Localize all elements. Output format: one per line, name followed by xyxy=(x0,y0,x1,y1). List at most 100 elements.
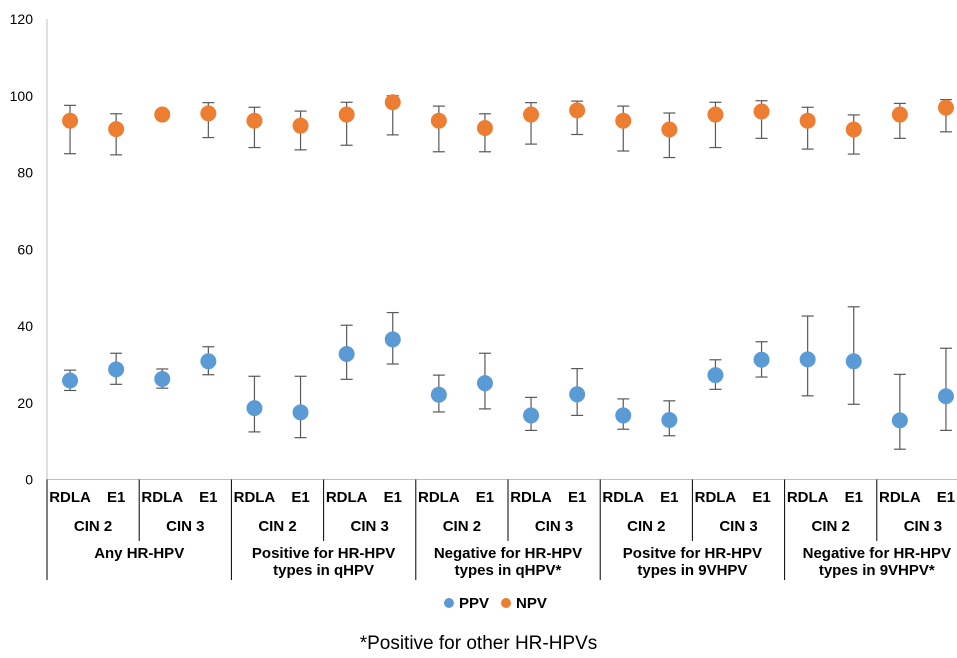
legend-label-npv: NPV xyxy=(516,595,547,612)
x-tick-label: E1 xyxy=(476,489,494,506)
x-group-label: CIN 2 xyxy=(443,518,481,535)
x-tick-label: E1 xyxy=(107,489,125,506)
x-category-label: Negative for HR-HPV types in 9VHPV* xyxy=(803,545,951,579)
y-tick-label: 60 xyxy=(17,241,33,257)
x-category-label: Negative for HR-HPV types in qHPV* xyxy=(434,545,582,579)
x-category-label-line: Positive for HR-HPV xyxy=(252,545,395,562)
data-points xyxy=(62,94,954,429)
x-tick-label: E1 xyxy=(845,489,863,506)
ppv-point xyxy=(569,386,586,403)
ppv-point xyxy=(62,372,79,389)
ppv-point xyxy=(661,412,678,429)
npv-point xyxy=(384,94,401,111)
x-tick-label: RDLA xyxy=(418,489,460,506)
npv-point xyxy=(891,106,908,123)
x-tick-label: RDLA xyxy=(602,489,644,506)
ppv-point xyxy=(200,353,217,370)
x-tick-label: RDLA xyxy=(141,489,183,506)
x-category-label-line: Positve for HR-HPV xyxy=(623,545,762,562)
x-axis-categories: RDLA E1 RDLA E1 RDLA E1 RDLA E1 RDLA E1 RDLA E1 RDLA… xyxy=(46,479,955,580)
ppv-point xyxy=(753,351,770,368)
x-tick-label: RDLA xyxy=(234,489,276,506)
ppv-point xyxy=(523,407,540,424)
x-category-label-line: Any HR-HPV xyxy=(94,545,184,562)
ppv-point xyxy=(154,370,171,387)
ppv-point xyxy=(384,331,401,348)
x-category-label-line: types in 9VHPV xyxy=(637,562,747,579)
x-tick-label: RDLA xyxy=(879,489,921,506)
x-category-label-line: Negative for HR-HPV xyxy=(803,545,951,562)
x-tick-label: E1 xyxy=(568,489,586,506)
x-category-label-line: Negative for HR-HPV xyxy=(434,545,582,562)
npv-point xyxy=(937,99,954,116)
x-tick-label: E1 xyxy=(291,489,309,506)
legend-marker-npv xyxy=(501,598,511,608)
npv-point xyxy=(661,121,678,138)
x-tick-label: E1 xyxy=(199,489,217,506)
ppv-point xyxy=(891,412,908,429)
ppv-point xyxy=(937,388,954,405)
y-tick-label: 80 xyxy=(17,165,33,181)
x-group-label: CIN 3 xyxy=(904,518,942,535)
x-group-label: CIN 2 xyxy=(258,518,296,535)
y-tick-label: 20 xyxy=(17,395,33,411)
x-category-label-line: types in qHPV* xyxy=(455,562,562,579)
ppv-point xyxy=(430,386,447,403)
npv-point xyxy=(707,106,724,123)
npv-point xyxy=(476,119,493,136)
npv-point xyxy=(799,112,816,129)
x-category-label-line: types in 9VHPV* xyxy=(819,562,935,579)
y-axis-ticks: 0 20 40 60 80 100 120 xyxy=(10,11,34,488)
ppv-point xyxy=(615,407,632,424)
x-group-label: CIN 2 xyxy=(74,518,112,535)
y-tick-label: 40 xyxy=(17,318,33,334)
x-group-label: CIN 3 xyxy=(535,518,573,535)
npv-point xyxy=(615,112,632,129)
x-group-label: CIN 2 xyxy=(812,518,850,535)
npv-point xyxy=(108,121,125,138)
ppv-point xyxy=(845,353,862,370)
npv-point xyxy=(292,117,309,134)
x-group-label: CIN 3 xyxy=(719,518,757,535)
ppv-point xyxy=(338,346,355,363)
ppv-point xyxy=(476,375,493,392)
y-tick-label: 100 xyxy=(10,88,34,104)
x-category-label: Any HR-HPV xyxy=(94,545,184,562)
axes xyxy=(46,19,957,480)
x-tick-label: RDLA xyxy=(326,489,368,506)
x-tick-label: RDLA xyxy=(695,489,737,506)
npv-point xyxy=(523,106,540,123)
x-tick-label: E1 xyxy=(937,489,955,506)
ppv-point xyxy=(799,351,816,368)
x-tick-label: RDLA xyxy=(49,489,91,506)
npv-point xyxy=(200,105,217,122)
ppv-point xyxy=(246,400,263,417)
ppv-point xyxy=(108,361,125,378)
npv-point xyxy=(569,102,586,119)
npv-point xyxy=(845,121,862,138)
legend-label-ppv: PPV xyxy=(459,595,489,612)
npv-point xyxy=(753,103,770,120)
legend: PPV NPV xyxy=(444,595,547,612)
x-group-label: CIN 3 xyxy=(166,518,204,535)
ppv-point xyxy=(292,404,309,421)
footnote: *Positive for other HR-HPVs xyxy=(359,633,598,654)
npv-point xyxy=(430,112,447,129)
x-group-label: CIN 2 xyxy=(627,518,665,535)
x-group-label: CIN 3 xyxy=(351,518,389,535)
x-tick-label: RDLA xyxy=(510,489,552,506)
x-tick-label: E1 xyxy=(384,489,402,506)
x-category-label-line: types in qHPV xyxy=(273,562,374,579)
x-tick-label: E1 xyxy=(660,489,678,506)
x-category-label: Positve for HR-HPV types in 9VHPV xyxy=(623,545,762,579)
npv-point xyxy=(154,106,171,123)
x-tick-label: E1 xyxy=(752,489,770,506)
y-tick-label: 0 xyxy=(25,472,33,488)
npv-point xyxy=(246,112,263,129)
error-bars xyxy=(64,95,952,450)
ppv-point xyxy=(707,367,724,384)
npv-point xyxy=(62,112,79,129)
npv-point xyxy=(338,106,355,123)
x-category-label: Positive for HR-HPV types in qHPV xyxy=(252,545,395,579)
